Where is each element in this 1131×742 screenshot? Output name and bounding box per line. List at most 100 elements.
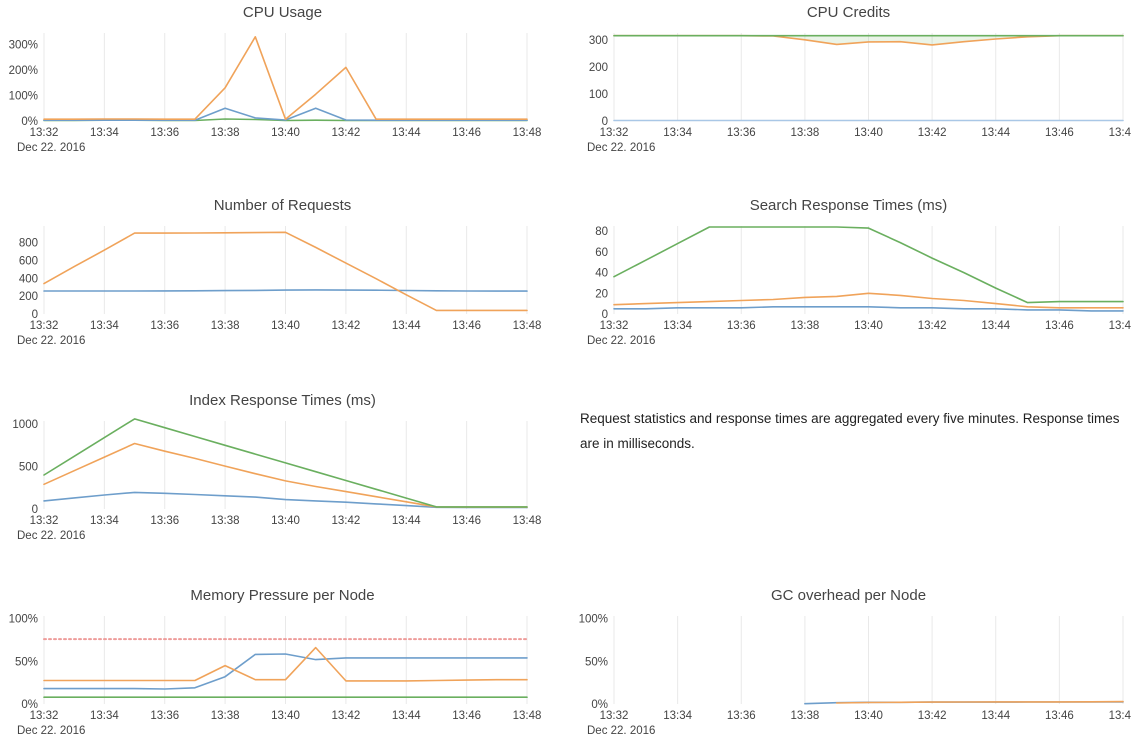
x-tick-label: 13:32 (30, 515, 59, 527)
x-tick-label: 13:48 (513, 515, 542, 527)
x-tick-label: 13:40 (854, 710, 883, 722)
y-tick-label: 0 (602, 309, 608, 321)
y-tick-label: 50% (15, 656, 38, 668)
x-tick-label: 13:36 (727, 127, 756, 139)
x-tick-label: 13:48 (513, 710, 542, 722)
chart-plot-memory-pressure-per-node[interactable]: 13:32 13:34 13:36 13:38 13:40 13:42 13:44 13:46… (0, 608, 565, 742)
y-tick-label: 0 (32, 309, 38, 321)
x-tick-label: 13:48 (513, 127, 542, 139)
y-tick-label: 50% (585, 656, 608, 668)
y-tick-label: 100 (589, 89, 608, 101)
x-tick-label: 13:38 (211, 127, 240, 139)
series-line-blue-series (43, 107, 528, 121)
chart-title-search-response-times: Search Response Times (ms) (749, 197, 948, 214)
chart-title-index-response-times: Index Response Times (ms) (189, 392, 376, 409)
x-axis-date-label: Dec 22. 2016 (587, 142, 655, 154)
x-tick-label: 13:40 (271, 127, 300, 139)
y-tick-label: 0% (21, 116, 38, 128)
y-tick-label: 500 (19, 461, 38, 473)
x-tick-label: 13:38 (790, 127, 819, 139)
x-tick-label: 13:46 (452, 127, 481, 139)
series-line-orange-series (43, 36, 528, 120)
x-tick-label: 13:32 (30, 710, 59, 722)
x-tick-label: 13:32 (30, 320, 59, 332)
chart-panel-index-response-times: Index Response Times (ms) 13:32 13:34 13:36… (0, 388, 565, 546)
y-tick-label: 0% (21, 699, 38, 711)
series-line-orange-series (613, 292, 1124, 309)
x-axis-date-label: Dec 22. 2016 (587, 335, 655, 347)
x-tick-label: 13:36 (150, 515, 179, 527)
chart-plot-cpu-usage[interactable]: 13:32 13:34 13:36 13:38 13:40 13:42 13:44 13:46… (0, 25, 565, 159)
y-tick-label: 300% (9, 39, 38, 51)
x-tick-label: 13:42 (331, 127, 360, 139)
y-tick-label: 40 (595, 268, 608, 280)
x-tick-label: 13:44 (392, 127, 421, 139)
x-tick-label: 13:44 (981, 710, 1010, 722)
x-tick-label: 13:32 (30, 127, 59, 139)
x-tick-label: 13:38 (211, 515, 240, 527)
x-tick-label: 13:34 (663, 127, 692, 139)
x-tick-label: 13:44 (981, 320, 1010, 332)
chart-title-cpu-usage: CPU Usage (242, 4, 323, 21)
x-axis-date-label: Dec 22. 2016 (17, 142, 85, 154)
x-tick-label: 13:32 (600, 127, 629, 139)
y-tick-label: 20 (595, 288, 608, 300)
x-tick-label: 13:36 (727, 710, 756, 722)
x-tick-label: 13:48 (1109, 127, 1131, 139)
x-tick-label: 13:42 (331, 515, 360, 527)
chart-plot-search-response-times[interactable]: 13:32 13:34 13:36 13:38 13:40 13:42 13:44 13:46… (566, 218, 1131, 352)
x-tick-label: 13:48 (513, 320, 542, 332)
y-tick-label: 0% (591, 699, 608, 711)
x-tick-label: 13:38 (790, 710, 819, 722)
x-tick-label: 13:32 (600, 320, 629, 332)
series-line-orange-series (835, 700, 1124, 704)
series-line-orange-series (43, 646, 528, 682)
y-tick-label: 100% (9, 90, 38, 102)
y-tick-label: 200 (589, 62, 608, 74)
x-tick-label: 13:48 (1109, 320, 1131, 332)
x-tick-label: 13:42 (918, 710, 947, 722)
x-tick-label: 13:42 (918, 320, 947, 332)
y-tick-label: 400 (19, 273, 38, 285)
x-tick-label: 13:46 (1045, 710, 1074, 722)
y-tick-label: 0 (32, 504, 38, 516)
series-line-blue-series (43, 289, 528, 292)
x-tick-label: 13:42 (331, 710, 360, 722)
x-tick-label: 13:46 (452, 320, 481, 332)
chart-title-memory-pressure-per-node: Memory Pressure per Node (190, 587, 375, 604)
y-tick-label: 100% (9, 614, 38, 626)
x-tick-label: 13:46 (1045, 127, 1074, 139)
x-tick-label: 13:40 (271, 320, 300, 332)
x-tick-label: 13:36 (150, 320, 179, 332)
x-tick-label: 13:32 (600, 710, 629, 722)
y-tick-label: 1000 (12, 419, 38, 431)
x-tick-label: 13:44 (392, 710, 421, 722)
x-tick-label: 13:40 (854, 320, 883, 332)
x-tick-label: 13:46 (452, 710, 481, 722)
y-tick-label: 600 (19, 255, 38, 267)
series-line-orange-series (43, 231, 528, 312)
y-tick-label: 200% (9, 65, 38, 77)
x-axis-date-label: Dec 22. 2016 (17, 725, 85, 737)
y-tick-label: 60 (595, 247, 608, 259)
x-tick-label: 13:38 (790, 320, 819, 332)
chart-plot-index-response-times[interactable]: 13:32 13:34 13:36 13:38 13:40 13:42 13:44 13:46… (0, 413, 565, 547)
x-tick-label: 13:36 (150, 710, 179, 722)
chart-panel-search-response-times: Search Response Times (ms) 13:32 13:34 13:3… (566, 193, 1131, 351)
chart-title-cpu-credits: CPU Credits (806, 4, 891, 21)
chart-title-gc-overhead-per-node: GC overhead per Node (770, 587, 927, 604)
x-tick-label: 13:34 (90, 515, 119, 527)
chart-plot-number-of-requests[interactable]: 13:32 13:34 13:36 13:38 13:40 13:42 13:44 13:46… (0, 218, 565, 352)
x-tick-label: 13:34 (90, 127, 119, 139)
x-tick-label: 13:36 (727, 320, 756, 332)
x-axis-date-label: Dec 22. 2016 (17, 335, 85, 347)
series-line-blue-series (613, 306, 1124, 312)
y-tick-label: 300 (589, 35, 608, 47)
x-tick-label: 13:44 (392, 515, 421, 527)
chart-title-number-of-requests: Number of Requests (213, 197, 352, 214)
x-tick-label: 13:44 (981, 127, 1010, 139)
chart-plot-cpu-credits[interactable]: 13:32 13:34 13:36 13:38 13:40 13:42 13:44 13:46… (566, 25, 1131, 159)
series-line-green-series (613, 226, 1124, 304)
x-tick-label: 13:38 (211, 320, 240, 332)
chart-plot-gc-overhead-per-node[interactable]: 13:32 13:34 13:36 13:38 13:40 13:42 13:44 13:46… (566, 608, 1131, 742)
